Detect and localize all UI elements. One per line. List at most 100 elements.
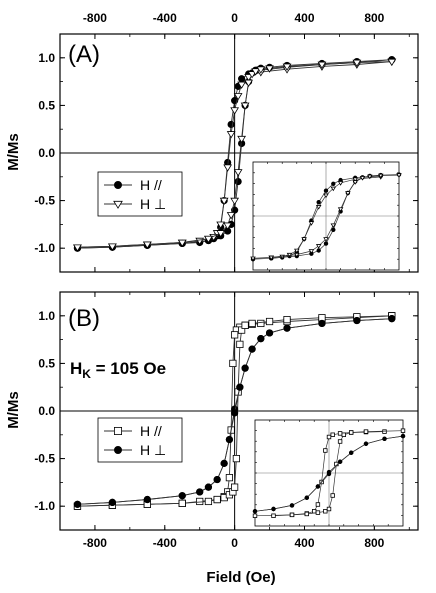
series-2-point — [204, 483, 213, 491]
series-2-point — [226, 212, 236, 220]
inset-series-1-point — [323, 448, 328, 453]
inset-series-1-point — [326, 434, 332, 440]
inset-series-1-point — [323, 241, 329, 246]
inset-series-2-point — [308, 221, 315, 226]
panel-a: -1.0 -0.5 0.0 0.5 1.0 -800 -400 0 400 800 (A) H // H… — [34, 11, 419, 273]
inset-series-2-point — [377, 173, 384, 179]
legend-label: H // — [140, 423, 162, 439]
series-2-point — [265, 65, 274, 73]
inset-series-1-point — [323, 188, 329, 193]
inset-series-2-point — [359, 176, 366, 181]
panel-label: (B) — [68, 305, 100, 332]
series-2-point — [230, 197, 240, 206]
y-tick-label: -0.5 — [34, 452, 55, 466]
legend-label: H ⊥ — [140, 442, 166, 458]
series-2-point — [233, 93, 243, 101]
legend-marker — [114, 180, 123, 189]
series-2-point — [230, 107, 240, 115]
inset-series-2-point — [345, 191, 351, 196]
inset-series-1-point — [316, 248, 321, 253]
series-1-point — [213, 495, 221, 504]
inset-series-2-point — [337, 181, 344, 186]
series-1-point — [234, 177, 242, 186]
inset-series-2-point — [315, 484, 321, 489]
series-2-point — [353, 316, 361, 325]
series-1-point — [232, 454, 240, 463]
inset-series-2-point — [301, 237, 307, 242]
y-tick-label: 0.5 — [38, 356, 55, 370]
series-2-point — [213, 475, 221, 484]
inset-series-2-point — [337, 207, 344, 212]
inset-series-2-point — [304, 495, 309, 500]
legend-marker — [114, 445, 123, 454]
inset-series-2-point — [382, 436, 387, 441]
inset-series-1-point — [316, 199, 321, 205]
y-tick-label: -1.0 — [34, 499, 55, 513]
series-1-point — [248, 319, 256, 328]
series-2-point — [216, 230, 226, 238]
inset-series-1-point — [304, 511, 309, 517]
y-tick-label: 0.0 — [38, 146, 55, 160]
y-axis-title-bottom: M/Ms — [5, 391, 22, 429]
inset-series-1-point — [330, 432, 335, 437]
inset-series-1-point — [311, 509, 317, 514]
series-2-point — [223, 164, 233, 172]
inset-series-1-point — [400, 428, 406, 433]
inset-series-2-point — [396, 173, 402, 178]
series-1-point — [265, 317, 274, 326]
series-2-point — [204, 235, 213, 244]
inset-series-1-point — [337, 439, 343, 444]
inset-series-2-point — [289, 503, 295, 508]
series-2-point — [220, 459, 228, 467]
inset-series-2-point — [323, 237, 329, 242]
series-1-point — [204, 497, 213, 506]
series-2-point — [237, 81, 247, 89]
series-2-point — [248, 345, 256, 353]
inset-series-2-point — [294, 252, 300, 258]
x-tick-label: 400 — [294, 11, 314, 25]
x-tick-label: 800 — [364, 536, 384, 550]
series-2-point — [283, 324, 291, 332]
annotation-rest: = 105 Oe — [91, 359, 166, 378]
series-2-point — [233, 169, 243, 177]
legend-box — [97, 417, 183, 463]
inset-series-1-point — [315, 502, 321, 507]
legend-marker — [114, 426, 123, 435]
x-tick-label: 800 — [364, 11, 384, 25]
inset-series-2-point — [252, 509, 258, 514]
x-axis-title: Field (Oe) — [206, 569, 275, 586]
series-1-point — [231, 483, 239, 491]
series-2-point — [241, 364, 249, 372]
series-2-point — [317, 61, 327, 69]
inset-series-1-point — [323, 509, 328, 514]
inset-series-1-point — [271, 513, 276, 518]
inset-series-1-point — [330, 493, 335, 498]
series-2-point — [108, 498, 116, 506]
series-1-point — [283, 316, 291, 324]
inset-series-1-point — [331, 181, 336, 186]
series-2-point — [265, 329, 274, 337]
series-1-point — [231, 331, 239, 339]
series-1-point — [241, 321, 249, 329]
series-1-point — [178, 499, 186, 507]
legend-label: H ⊥ — [140, 196, 166, 212]
series-2-point — [251, 68, 260, 76]
inset-series-1-point — [363, 429, 369, 434]
inset-series-2-point — [349, 450, 354, 455]
inset-series-2-point — [268, 255, 275, 261]
series-2-point — [73, 244, 82, 252]
series-2-point — [247, 71, 257, 79]
inset-series-2-point — [363, 441, 369, 446]
x-tick-label: 400 — [294, 536, 314, 550]
series-2-point — [196, 488, 204, 496]
legend-label: H // — [140, 177, 162, 193]
legend-marker — [113, 200, 123, 209]
inset-series-2-point — [326, 471, 332, 477]
y-tick-label: 0.5 — [38, 98, 55, 112]
x-tick-label: 0 — [231, 536, 238, 550]
series-1-point — [227, 120, 235, 129]
series-2-point — [257, 335, 265, 343]
series-2-point — [236, 383, 244, 391]
inset-series-2-point — [352, 177, 358, 183]
x-tick-label: -400 — [153, 536, 177, 550]
